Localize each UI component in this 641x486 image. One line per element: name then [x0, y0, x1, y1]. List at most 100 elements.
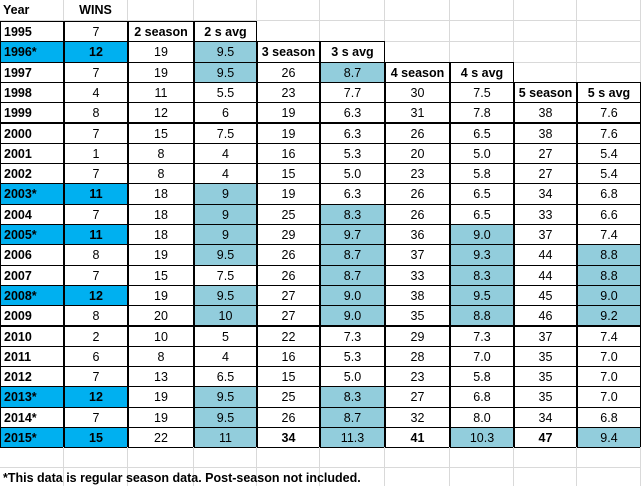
table-cell: 7.6	[577, 122, 641, 144]
table-cell: 6.5	[450, 203, 514, 225]
table-cell: 7.5	[194, 264, 257, 286]
table-cell: 6.5	[450, 122, 514, 144]
table-cell: 22	[128, 427, 194, 449]
table-cell: 6	[64, 345, 128, 368]
empty-cell	[257, 21, 320, 43]
table-cell: 35	[514, 386, 577, 408]
table-cell: 8.8	[450, 305, 514, 327]
table-cell: 10.3	[450, 427, 514, 449]
empty-cell	[0, 447, 64, 468]
table-cell: 22	[257, 325, 320, 347]
table-cell: 7	[64, 163, 128, 185]
table-cell: 8	[128, 345, 194, 368]
empty-cell	[514, 41, 577, 63]
table-cell: 45	[514, 284, 577, 307]
empty-cell	[194, 467, 257, 486]
empty-cell	[577, 41, 641, 63]
table-cell: 44	[514, 244, 577, 266]
table-cell: 19	[257, 183, 320, 205]
table-cell: 4	[194, 142, 257, 165]
table-cell: 25	[257, 203, 320, 225]
table-cell: 9.0	[320, 305, 385, 327]
empty-cell	[450, 0, 514, 21]
table-cell: 29	[385, 325, 450, 347]
table-cell: 8	[128, 142, 194, 165]
table-cell: 11	[64, 224, 128, 246]
empty-cell	[385, 0, 450, 21]
table-cell: 6.5	[194, 366, 257, 388]
table-cell: 5.4	[577, 142, 641, 165]
table-cell: 9	[194, 224, 257, 246]
table-cell: 28	[385, 345, 450, 368]
table-cell: 9.4	[577, 427, 641, 449]
table-cell: 19	[128, 406, 194, 428]
table-cell: 7.3	[450, 325, 514, 347]
table-cell: 46	[514, 305, 577, 327]
table-cell: 31	[385, 102, 450, 124]
table-cell: 35	[514, 345, 577, 368]
table-cell: 8.0	[450, 406, 514, 428]
table-cell: 15	[257, 163, 320, 185]
table-cell: 32	[385, 406, 450, 428]
table-cell: 47	[514, 427, 577, 449]
table-cell: 9	[194, 183, 257, 205]
table-cell: 19	[128, 244, 194, 266]
table-cell: 8.8	[577, 244, 641, 266]
table-cell: 26	[385, 122, 450, 144]
table-cell: 6.6	[577, 203, 641, 225]
table-cell: 7.3	[320, 325, 385, 347]
table-cell: 37	[514, 325, 577, 347]
table-cell: 9.5	[194, 406, 257, 428]
table-cell: 15	[257, 366, 320, 388]
table-cell: 12	[64, 41, 128, 63]
empty-cell	[450, 447, 514, 468]
table-cell: 2011	[0, 345, 64, 368]
empty-cell	[577, 447, 641, 468]
table-cell: 4	[194, 163, 257, 185]
table-cell: 26	[257, 244, 320, 266]
table-cell: 5.3	[320, 345, 385, 368]
table-cell: 2015*	[0, 427, 64, 449]
table-cell: 38	[514, 122, 577, 144]
table-cell: 37	[385, 244, 450, 266]
empty-cell	[194, 447, 257, 468]
table-cell: 8.3	[450, 264, 514, 286]
table-cell: 1998	[0, 81, 64, 104]
table-cell: 19	[128, 41, 194, 63]
table-cell: 8	[64, 102, 128, 124]
table-cell: 26	[385, 203, 450, 225]
empty-cell	[257, 447, 320, 468]
table-cell: 2009	[0, 305, 64, 327]
table-cell: 6.5	[450, 183, 514, 205]
table-cell: 7.0	[577, 345, 641, 368]
table-cell: 7.0	[577, 366, 641, 388]
table-cell: 7	[64, 203, 128, 225]
table-cell: 26	[257, 406, 320, 428]
empty-cell	[194, 0, 257, 21]
table-cell: 7.6	[577, 102, 641, 124]
table-cell: 5.8	[450, 163, 514, 185]
table-cell: 11	[128, 81, 194, 104]
table-cell: 2012	[0, 366, 64, 388]
table-cell: 12	[128, 102, 194, 124]
table-cell: 2014*	[0, 406, 64, 428]
table-cell: 7.4	[577, 325, 641, 347]
table-cell: 7.5	[194, 122, 257, 144]
table-cell: 19	[128, 284, 194, 307]
table-cell: 8	[128, 163, 194, 185]
table-cell: 2	[64, 325, 128, 347]
table-cell: 23	[385, 163, 450, 185]
table-cell: 6.3	[320, 183, 385, 205]
table-cell: 6.8	[577, 406, 641, 428]
table-cell: 5.0	[320, 366, 385, 388]
table-cell: 9.3	[450, 244, 514, 266]
table-cell: 5.5	[194, 81, 257, 104]
table-cell: 5.3	[320, 142, 385, 165]
empty-cell	[514, 21, 577, 43]
table-cell: 5 season	[514, 81, 577, 104]
table-cell: 1997	[0, 61, 64, 83]
table-cell: 9.0	[320, 284, 385, 307]
table-cell: 4 s avg	[450, 61, 514, 83]
table-cell: 26	[257, 61, 320, 83]
